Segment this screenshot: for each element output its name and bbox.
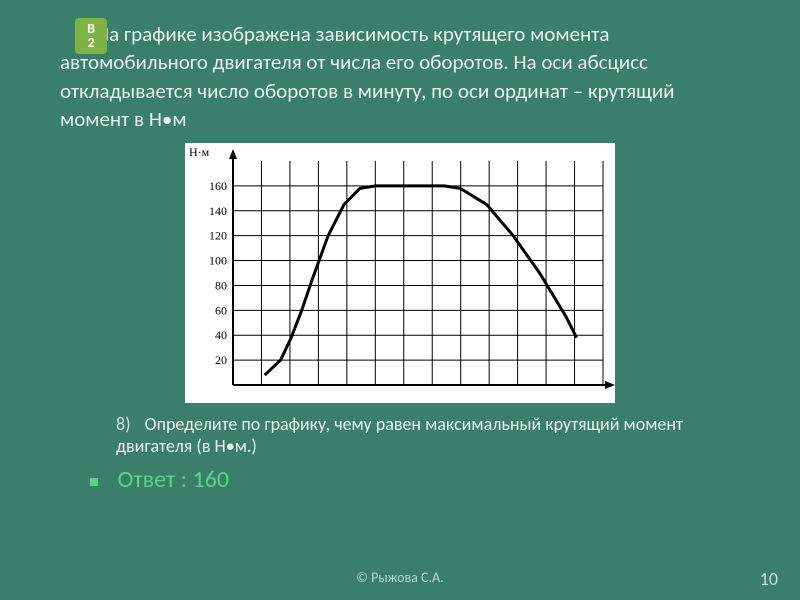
torque-chart: Н·м 20 40 60 80 100 120 140 160	[185, 143, 615, 403]
svg-text:160: 160	[209, 179, 227, 193]
chart-svg: 20 40 60 80 100 120 140 160	[185, 143, 615, 403]
torque-curve	[265, 186, 577, 375]
answer-value: 160	[193, 465, 230, 494]
badge-line2: 2	[87, 36, 94, 50]
y-axis-title: Н·м	[189, 145, 209, 160]
svg-text:120: 120	[209, 229, 227, 243]
page-number: 10	[760, 568, 778, 590]
answer-label: Ответ :	[117, 465, 187, 494]
svg-text:80: 80	[215, 279, 227, 293]
y-tick-labels: 20 40 60 80 100 120 140 160	[209, 179, 227, 367]
copyright: © Рыжова С.А.	[0, 569, 800, 586]
question-text: Определите по графику, чему равен максим…	[116, 413, 683, 457]
svg-text:140: 140	[209, 204, 227, 218]
slide: В 2 На графике изображена зависимость кр…	[0, 0, 800, 600]
svg-text:20: 20	[215, 353, 227, 367]
answer: Ответ : 160	[90, 465, 740, 494]
svg-text:40: 40	[215, 329, 227, 343]
question: 8) Определите по графику, чему равен мак…	[116, 413, 740, 457]
svg-text:60: 60	[215, 304, 227, 318]
chart-grid	[233, 161, 603, 385]
variant-badge: В 2	[75, 18, 107, 54]
bullet-icon	[90, 478, 98, 486]
problem-statement: На графике изображена зависимость крутящ…	[60, 20, 740, 133]
question-number: 8)	[116, 413, 131, 435]
svg-text:100: 100	[209, 254, 227, 268]
